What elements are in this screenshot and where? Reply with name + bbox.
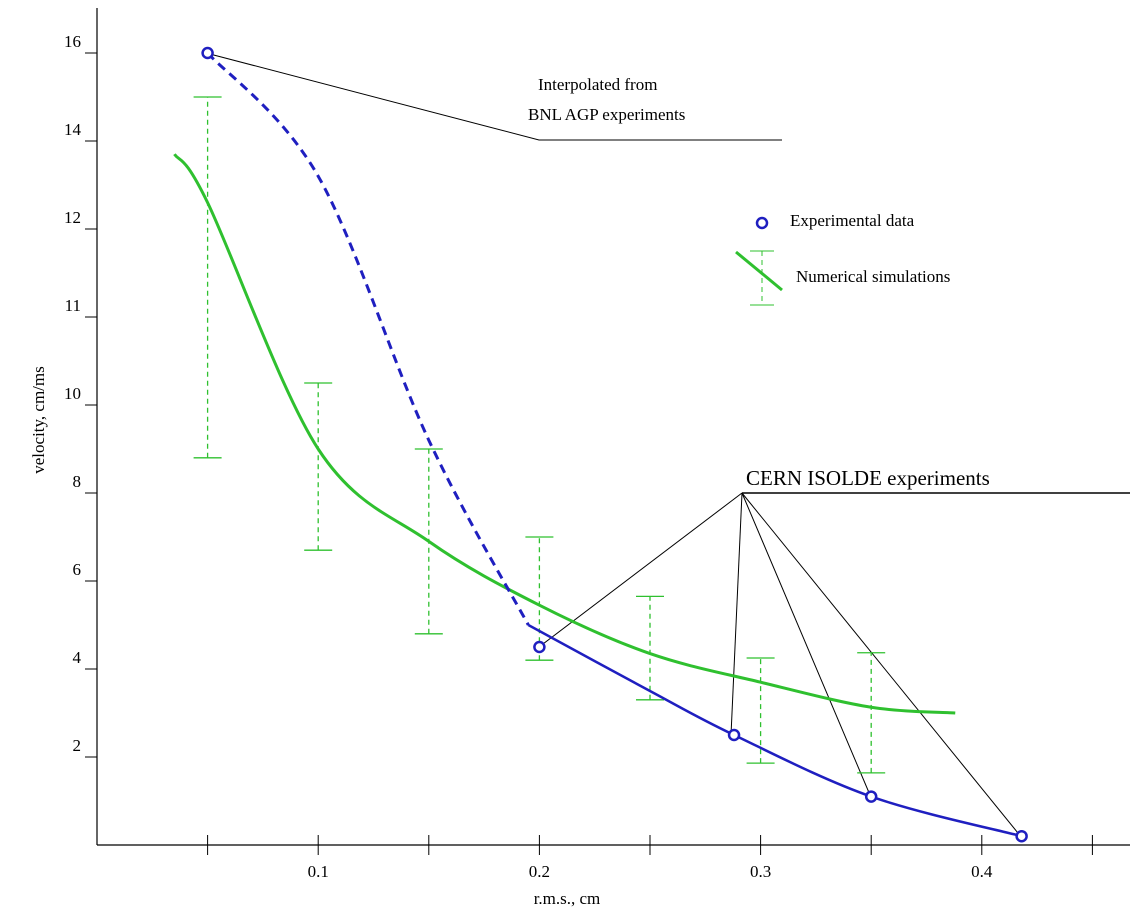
x-tick-label: 0.3	[750, 862, 771, 881]
x-tick-label: 0.4	[971, 862, 993, 881]
data-point	[727, 728, 741, 742]
y-tick-label: 10	[64, 384, 81, 403]
data-point	[864, 790, 878, 803]
fit-solid	[527, 623, 1022, 838]
legend-label: Experimental data	[790, 211, 915, 230]
y-tick-label: 12	[64, 208, 81, 227]
data-point	[533, 640, 546, 654]
x-tick-label: 0.2	[529, 862, 550, 881]
fit-dashed	[206, 51, 530, 626]
y-tick-label: 11	[65, 296, 81, 315]
y-tick-label: 8	[73, 472, 82, 491]
pointer-lines	[538, 492, 1023, 839]
annotation: Interpolated from	[538, 75, 657, 94]
legend-line-marker	[735, 250, 783, 306]
pointer-line	[205, 52, 782, 141]
legend-label: Numerical simulations	[796, 267, 950, 286]
legend-marker	[755, 216, 769, 230]
y-tick-label: 4	[73, 648, 82, 667]
y-tick-label: 2	[73, 736, 82, 755]
data-point	[201, 46, 214, 60]
y-tick-label: 6	[73, 560, 82, 579]
data-point	[1015, 829, 1028, 843]
x-axis-label: r.m.s., cm	[534, 889, 601, 908]
annotation: CERN ISOLDE experiments	[746, 466, 990, 490]
y-tick-label: 16	[64, 32, 81, 51]
y-tick-label: 14	[64, 120, 82, 139]
simulation-curve	[173, 153, 956, 715]
y-axis-label: velocity, cm/ms	[29, 366, 48, 474]
annotation: BNL AGP experiments	[528, 105, 685, 124]
x-tick-label: 0.1	[308, 862, 329, 881]
